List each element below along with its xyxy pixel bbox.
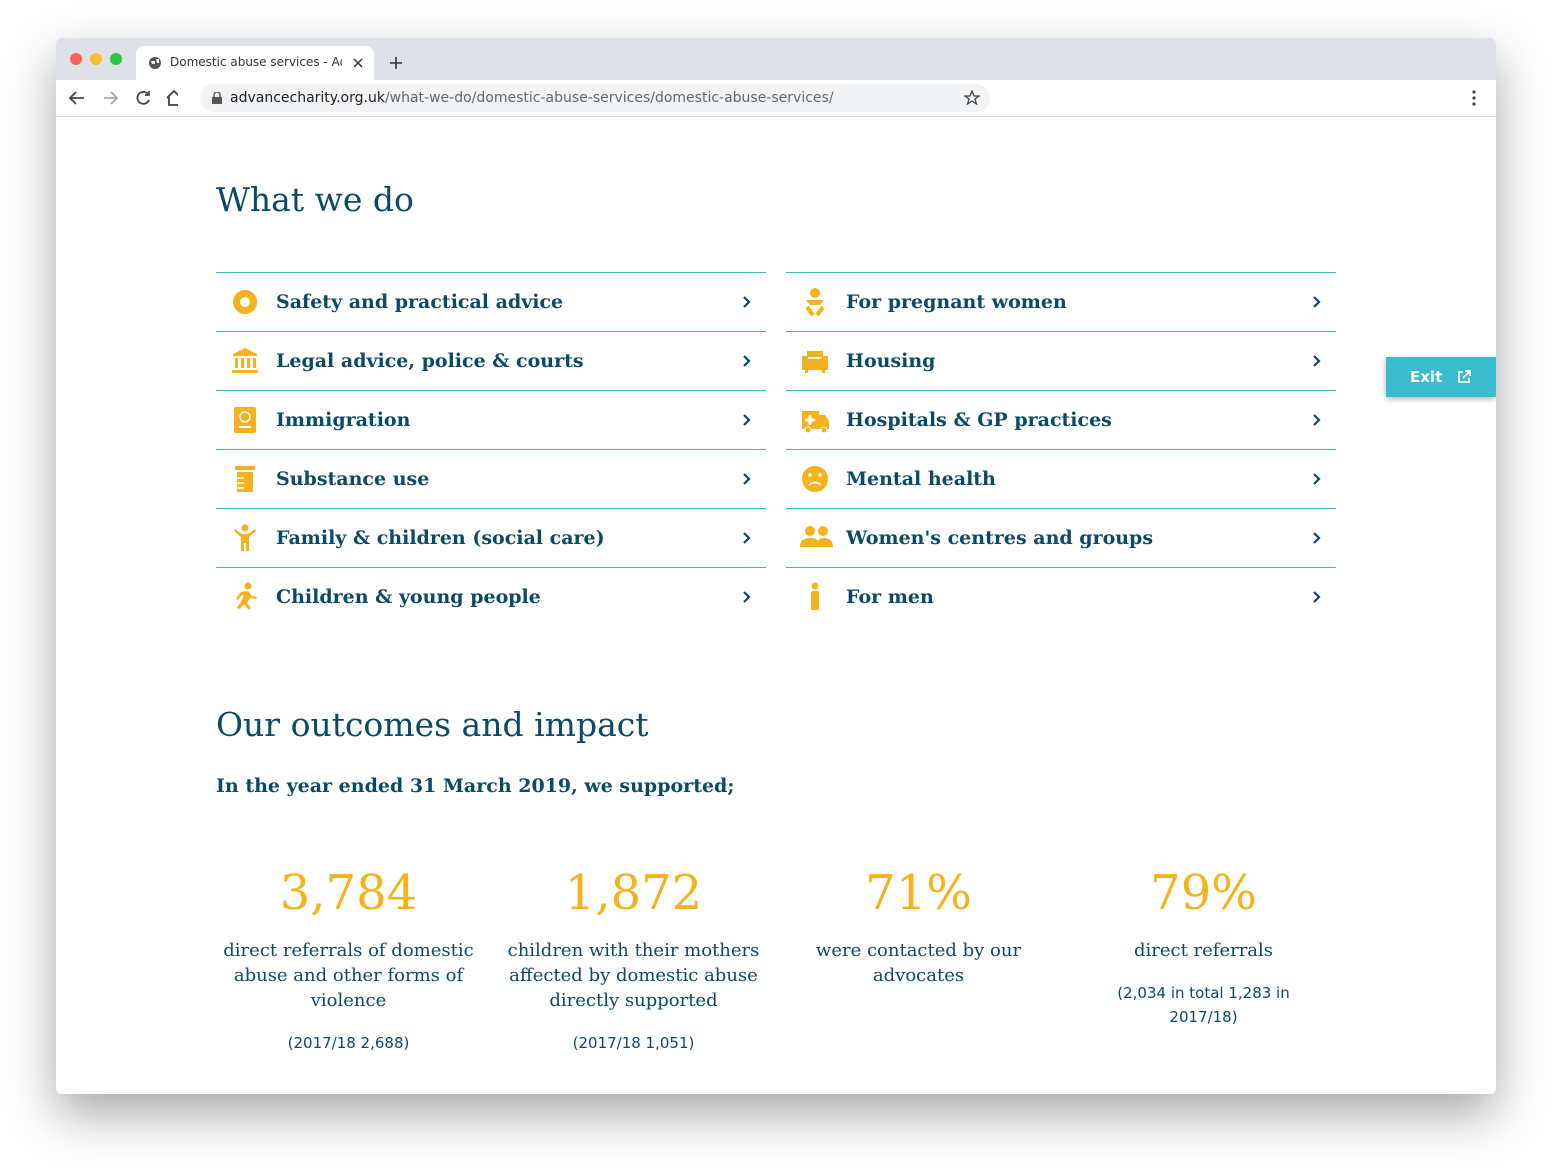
service-label: Immigration xyxy=(276,409,411,431)
service-icon xyxy=(234,524,256,551)
service-label: Legal advice, police & courts xyxy=(276,350,584,372)
stat-note: (2017/18 2,688) xyxy=(287,1034,410,1052)
tab-title: Domestic abuse services - Adv xyxy=(170,55,342,69)
service-link[interactable]: Legal advice, police & courts xyxy=(216,331,766,390)
service-icon xyxy=(802,411,829,434)
service-link[interactable]: Women's centres and groups xyxy=(786,508,1336,567)
service-label: Hospitals & GP practices xyxy=(846,409,1112,431)
new-tab[interactable] xyxy=(389,56,403,70)
service-link[interactable]: Children & young people xyxy=(216,567,766,626)
services-column: Safety and practical advice Legal advice,… xyxy=(216,272,766,626)
tab[interactable]: Domestic abuse services - Adv xyxy=(136,46,374,80)
service-label: Children & young people xyxy=(276,586,541,608)
service-icon xyxy=(805,288,825,317)
minimize-dot[interactable] xyxy=(90,53,102,65)
chevron xyxy=(743,473,751,485)
chevron xyxy=(1313,532,1321,544)
service-label: Women's centres and groups xyxy=(846,527,1154,549)
browser-window: Domestic abuse services - Adv advancecha… xyxy=(56,38,1496,1094)
exit-label: Exit xyxy=(1410,368,1443,386)
section-title: Our outcomes and impact xyxy=(216,705,649,744)
url-path: /what-we-do/domestic-abuse-services/dome… xyxy=(384,90,834,106)
stat-description: were contacted by our advocates xyxy=(815,940,1022,986)
service-label: For men xyxy=(846,586,934,608)
section-title: What we do xyxy=(216,180,414,219)
service-label: Substance use xyxy=(276,468,430,490)
url-host: advancecharity.org.uk xyxy=(230,90,385,106)
service-icon xyxy=(802,466,828,492)
service-link[interactable]: For pregnant women xyxy=(786,272,1336,331)
section-subtitle: In the year ended 31 March 2019, we supp… xyxy=(216,775,735,797)
service-icon xyxy=(232,348,258,373)
service-link[interactable]: Mental health xyxy=(786,449,1336,508)
services-column: For pregnant women Housing Hospitals & GP … xyxy=(786,272,1336,626)
lock-icon xyxy=(212,92,222,104)
chevron xyxy=(743,414,751,426)
service-icon xyxy=(236,582,257,610)
close-dot[interactable] xyxy=(70,53,82,65)
stat: 3,784 direct referrals of domestic abuse … xyxy=(206,858,491,1055)
service-label: For pregnant women xyxy=(846,291,1067,313)
service-link[interactable]: For men xyxy=(786,567,1336,626)
favicon xyxy=(149,57,161,69)
stat-description: direct referrals xyxy=(1133,940,1274,961)
stat: 71% were contacted by our advocates xyxy=(776,858,1061,988)
omnibox[interactable]: advancecharity.org.uk/what-we-do/domesti… xyxy=(200,84,990,112)
address-bar: advancecharity.org.uk/what-we-do/domesti… xyxy=(56,80,1496,117)
service-icon xyxy=(811,582,819,610)
chevron xyxy=(1313,414,1321,426)
url: advancecharity.org.uk/what-we-do/domesti… xyxy=(230,90,834,106)
stat-description: direct referrals of domestic abuse and o… xyxy=(223,940,474,1011)
chevron xyxy=(1313,473,1321,485)
service-link[interactable]: Safety and practical advice xyxy=(216,272,766,331)
stat-description: children with their mothers affected by … xyxy=(507,940,760,1011)
bookmark-star[interactable] xyxy=(964,90,980,106)
stat: 1,872 children with their mothers affecte… xyxy=(491,858,776,1055)
service-label: Housing xyxy=(846,350,936,372)
chevron xyxy=(1313,591,1321,603)
zoom-dot[interactable] xyxy=(110,53,122,65)
exit-button[interactable]: Exit xyxy=(1386,357,1496,397)
service-label: Mental health xyxy=(846,468,996,490)
service-icon xyxy=(235,466,255,492)
external-icon xyxy=(1458,370,1471,383)
chevron xyxy=(743,591,751,603)
nav-buttons[interactable] xyxy=(68,89,178,107)
menu[interactable] xyxy=(1472,90,1476,106)
stat-note: (2,034 in total 1,283 in 2017/18) xyxy=(1117,984,1290,1026)
stat-number: 3,784 xyxy=(279,865,418,921)
tab-bar: Domestic abuse services - Adv xyxy=(56,38,1496,80)
service-icon xyxy=(233,290,257,314)
stat: 79% direct referrals (2,034 in total 1,283… xyxy=(1061,858,1346,1029)
service-link[interactable]: Immigration xyxy=(216,390,766,449)
chevron xyxy=(743,355,751,367)
stat-number: 71% xyxy=(865,865,972,921)
service-link[interactable]: Housing xyxy=(786,331,1336,390)
service-icon xyxy=(800,526,833,547)
service-icon xyxy=(802,351,828,373)
chevron xyxy=(743,296,751,308)
chevron xyxy=(1313,355,1321,367)
service-icon xyxy=(234,407,256,433)
service-link[interactable]: Family & children (social care) xyxy=(216,508,766,567)
service-link[interactable]: Hospitals & GP practices xyxy=(786,390,1336,449)
service-label: Safety and practical advice xyxy=(276,291,564,313)
service-label: Family & children (social care) xyxy=(276,527,605,549)
tab-close[interactable] xyxy=(352,57,364,69)
stat-note: (2017/18 1,051) xyxy=(572,1034,695,1052)
chevron xyxy=(743,532,751,544)
chevron xyxy=(1313,296,1321,308)
stat-number: 79% xyxy=(1150,865,1257,921)
service-link[interactable]: Substance use xyxy=(216,449,766,508)
stat-number: 1,872 xyxy=(564,865,703,921)
